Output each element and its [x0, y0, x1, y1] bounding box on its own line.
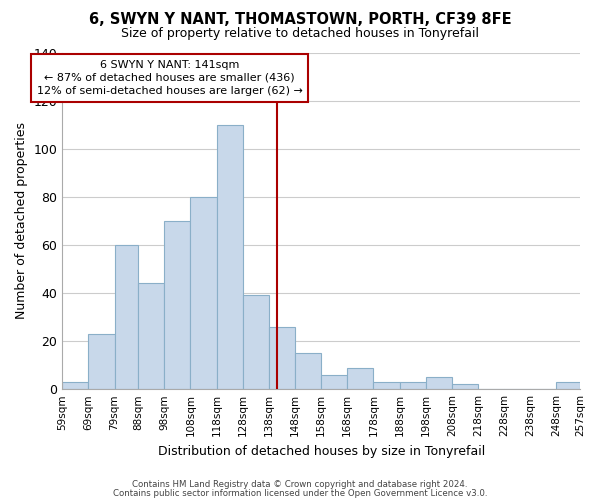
Text: 6, SWYN Y NANT, THOMASTOWN, PORTH, CF39 8FE: 6, SWYN Y NANT, THOMASTOWN, PORTH, CF39 … — [89, 12, 511, 28]
Bar — [373, 382, 400, 389]
Text: Contains public sector information licensed under the Open Government Licence v3: Contains public sector information licen… — [113, 488, 487, 498]
Bar — [88, 334, 115, 389]
Bar — [217, 124, 243, 389]
Text: 6 SWYN Y NANT: 141sqm
← 87% of detached houses are smaller (436)
12% of semi-det: 6 SWYN Y NANT: 141sqm ← 87% of detached … — [37, 60, 302, 96]
Bar — [556, 382, 580, 389]
Y-axis label: Number of detached properties: Number of detached properties — [15, 122, 28, 320]
Text: Size of property relative to detached houses in Tonyrefail: Size of property relative to detached ho… — [121, 28, 479, 40]
Bar — [269, 326, 295, 389]
Bar — [138, 284, 164, 389]
Bar — [190, 197, 217, 389]
Bar — [243, 296, 269, 389]
Bar — [164, 221, 190, 389]
X-axis label: Distribution of detached houses by size in Tonyrefail: Distribution of detached houses by size … — [158, 444, 485, 458]
Text: Contains HM Land Registry data © Crown copyright and database right 2024.: Contains HM Land Registry data © Crown c… — [132, 480, 468, 489]
Bar — [321, 375, 347, 389]
Bar — [400, 382, 426, 389]
Bar — [115, 245, 138, 389]
Bar — [295, 353, 321, 389]
Bar — [347, 368, 373, 389]
Bar — [452, 384, 478, 389]
Bar — [426, 377, 452, 389]
Bar — [62, 382, 88, 389]
